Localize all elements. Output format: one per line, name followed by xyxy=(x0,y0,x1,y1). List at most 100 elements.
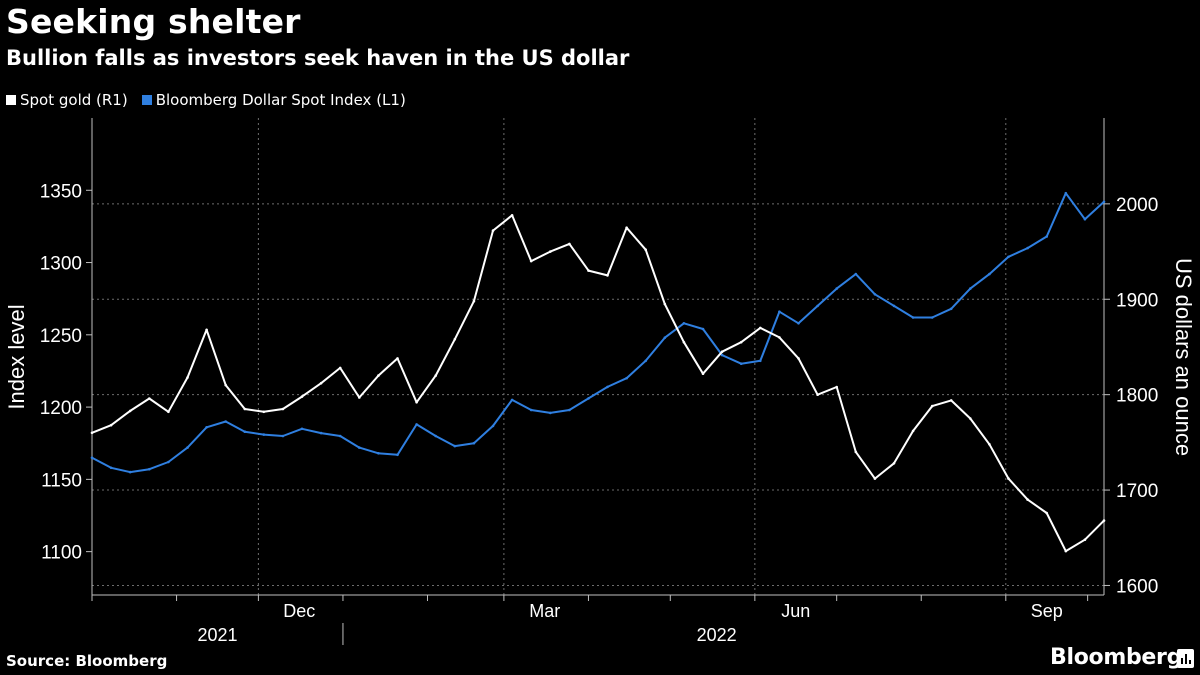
y-axis-label-right: US dollars an ounce xyxy=(1171,258,1196,456)
legend-label-gold: Spot gold (R1) xyxy=(20,91,128,109)
data-point-bloomberg-dollar-spot-index-l1-52 xyxy=(1083,217,1087,221)
data-point-bloomberg-dollar-spot-index-l1-31 xyxy=(682,322,686,325)
data-point-spot-gold-r1-0 xyxy=(90,431,94,435)
data-point-spot-gold-r1-37 xyxy=(797,357,800,360)
data-point-bloomberg-dollar-spot-index-l1-6 xyxy=(205,426,208,429)
data-point-spot-gold-r1-34 xyxy=(739,340,743,344)
left-tick-label-1300: 1300 xyxy=(40,254,82,275)
data-point-bloomberg-dollar-spot-index-l1-42 xyxy=(892,304,896,308)
data-point-spot-gold-r1-5 xyxy=(186,376,189,379)
data-point-spot-gold-r1-26 xyxy=(587,269,590,272)
data-point-spot-gold-r1-28 xyxy=(625,226,628,229)
axes xyxy=(91,118,1105,596)
data-point-spot-gold-r1-42 xyxy=(892,462,896,465)
data-point-bloomberg-dollar-spot-index-l1-11 xyxy=(300,427,304,431)
left-tick-label-1250: 1250 xyxy=(40,326,82,347)
data-point-spot-gold-r1-36 xyxy=(778,336,781,339)
data-point-spot-gold-r1-18 xyxy=(434,374,438,377)
series-lines xyxy=(90,191,1106,553)
data-point-spot-gold-r1-20 xyxy=(472,299,476,303)
data-point-spot-gold-r1-47 xyxy=(988,443,991,446)
data-point-bloomberg-dollar-spot-index-l1-30 xyxy=(663,336,667,340)
data-point-bloomberg-dollar-spot-index-l1-34 xyxy=(739,362,743,366)
data-point-spot-gold-r1-48 xyxy=(1007,477,1010,480)
data-point-bloomberg-dollar-spot-index-l1-21 xyxy=(491,424,495,428)
x-year-label-2022: 2022 xyxy=(697,625,737,645)
legend-item-gold: Spot gold (R1) xyxy=(6,91,128,109)
data-point-bloomberg-dollar-spot-index-l1-13 xyxy=(338,434,342,438)
data-point-spot-gold-r1-53 xyxy=(1102,519,1106,522)
data-point-bloomberg-dollar-spot-index-l1-39 xyxy=(835,287,838,290)
right-tick-label-1600: 1600 xyxy=(1116,576,1158,597)
left-tick-label-1150: 1150 xyxy=(41,470,82,491)
right-tick-label-2000: 2000 xyxy=(1116,195,1158,216)
data-point-bloomberg-dollar-spot-index-l1-35 xyxy=(759,359,762,363)
data-point-spot-gold-r1-11 xyxy=(300,395,304,398)
data-point-spot-gold-r1-23 xyxy=(529,259,533,263)
legend: Spot gold (R1) Bloomberg Dollar Spot Ind… xyxy=(6,91,420,109)
data-point-spot-gold-r1-49 xyxy=(1026,498,1029,501)
data-point-spot-gold-r1-7 xyxy=(224,383,227,387)
data-point-bloomberg-dollar-spot-index-l1-24 xyxy=(549,411,552,415)
data-point-spot-gold-r1-39 xyxy=(835,385,838,389)
data-point-bloomberg-dollar-spot-index-l1-38 xyxy=(816,304,819,308)
data-point-spot-gold-r1-13 xyxy=(338,366,342,370)
x-tick-label-dec: Dec xyxy=(283,601,315,621)
left-tick-label-1350: 1350 xyxy=(40,181,82,202)
chart-subtitle: Bullion falls as investors seek haven in… xyxy=(6,46,630,70)
data-point-spot-gold-r1-25 xyxy=(568,242,571,246)
gridlines xyxy=(92,118,1104,595)
data-point-bloomberg-dollar-spot-index-l1-1 xyxy=(109,466,113,470)
data-point-bloomberg-dollar-spot-index-l1-51 xyxy=(1064,191,1068,195)
data-point-spot-gold-r1-35 xyxy=(759,326,762,330)
data-point-spot-gold-r1-3 xyxy=(148,397,151,400)
data-point-spot-gold-r1-27 xyxy=(606,274,609,277)
data-point-bloomberg-dollar-spot-index-l1-23 xyxy=(529,408,533,412)
data-point-spot-gold-r1-4 xyxy=(167,410,170,414)
series-line-spot-gold-r1 xyxy=(91,214,1105,553)
data-point-bloomberg-dollar-spot-index-l1-46 xyxy=(969,287,972,290)
data-point-spot-gold-r1-21 xyxy=(491,229,495,232)
data-point-spot-gold-r1-29 xyxy=(644,248,647,251)
data-point-bloomberg-dollar-spot-index-l1-18 xyxy=(434,434,438,438)
data-point-spot-gold-r1-19 xyxy=(453,338,457,341)
x-tick-label-jun: Jun xyxy=(781,601,810,621)
data-point-bloomberg-dollar-spot-index-l1-43 xyxy=(911,316,915,319)
bloomberg-terminal-icon xyxy=(1177,649,1194,668)
data-point-bloomberg-dollar-spot-index-l1-0 xyxy=(90,456,94,460)
right-tick-label-1800: 1800 xyxy=(1116,386,1158,407)
data-point-bloomberg-dollar-spot-index-l1-16 xyxy=(396,453,399,457)
data-point-spot-gold-r1-22 xyxy=(510,214,514,217)
data-point-spot-gold-r1-50 xyxy=(1045,511,1048,515)
data-point-bloomberg-dollar-spot-index-l1-3 xyxy=(148,467,151,471)
data-point-spot-gold-r1-9 xyxy=(262,410,266,414)
x-tick-label-mar: Mar xyxy=(529,601,560,621)
data-point-bloomberg-dollar-spot-index-l1-40 xyxy=(854,272,858,276)
data-point-bloomberg-dollar-spot-index-l1-4 xyxy=(167,460,170,464)
data-point-bloomberg-dollar-spot-index-l1-33 xyxy=(720,353,724,357)
data-point-bloomberg-dollar-spot-index-l1-22 xyxy=(510,398,514,402)
data-point-bloomberg-dollar-spot-index-l1-15 xyxy=(377,452,380,455)
data-point-spot-gold-r1-32 xyxy=(701,372,705,376)
data-point-spot-gold-r1-52 xyxy=(1083,538,1087,541)
data-point-bloomberg-dollar-spot-index-l1-27 xyxy=(606,385,609,389)
data-point-bloomberg-dollar-spot-index-l1-32 xyxy=(701,327,705,331)
data-point-spot-gold-r1-15 xyxy=(377,374,380,377)
data-point-bloomberg-dollar-spot-index-l1-14 xyxy=(358,446,361,449)
data-point-bloomberg-dollar-spot-index-l1-37 xyxy=(797,322,800,325)
data-point-bloomberg-dollar-spot-index-l1-41 xyxy=(873,293,877,296)
data-point-bloomberg-dollar-spot-index-l1-19 xyxy=(453,444,457,448)
data-point-bloomberg-dollar-spot-index-l1-25 xyxy=(568,408,571,412)
data-point-bloomberg-dollar-spot-index-l1-28 xyxy=(625,376,628,380)
data-point-spot-gold-r1-16 xyxy=(396,357,399,360)
data-point-spot-gold-r1-8 xyxy=(243,407,247,411)
data-point-spot-gold-r1-43 xyxy=(911,429,915,433)
data-point-bloomberg-dollar-spot-index-l1-49 xyxy=(1026,246,1029,250)
data-point-bloomberg-dollar-spot-index-l1-7 xyxy=(224,420,227,423)
data-point-bloomberg-dollar-spot-index-l1-12 xyxy=(319,431,323,435)
chart-title: Seeking shelter xyxy=(6,2,301,41)
data-point-spot-gold-r1-2 xyxy=(128,409,132,413)
data-point-spot-gold-r1-33 xyxy=(720,350,724,354)
data-point-bloomberg-dollar-spot-index-l1-9 xyxy=(262,433,266,436)
data-point-bloomberg-dollar-spot-index-l1-10 xyxy=(281,434,285,438)
